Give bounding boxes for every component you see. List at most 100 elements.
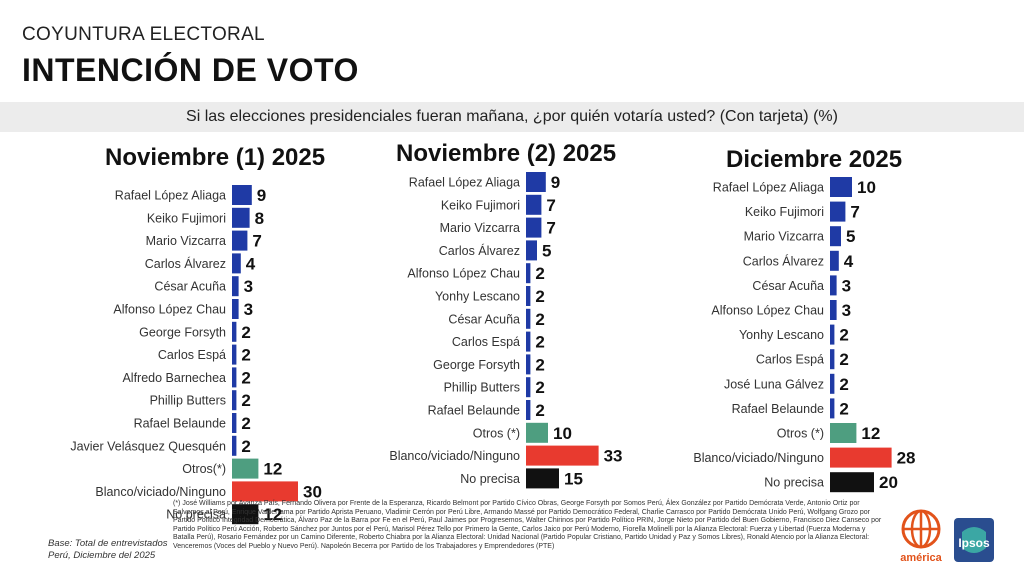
category-label: Blanco/viciado/Ninguno xyxy=(693,451,824,465)
category-label: Otros (*) xyxy=(777,427,824,441)
bar xyxy=(830,226,841,247)
bar xyxy=(526,377,531,398)
category-label: Yonhy Lescano xyxy=(739,328,824,342)
bar xyxy=(232,253,241,274)
chart-title: Noviembre (1) 2025 xyxy=(105,144,326,171)
category-label: Blanco/viciado/Ninguno xyxy=(95,485,226,499)
data-label: 9 xyxy=(551,173,560,192)
bar xyxy=(232,481,298,502)
category-label: Yonhy Lescano xyxy=(435,290,520,304)
base-line-2: Perú, Diciembre del 2025 xyxy=(48,550,156,561)
category-label: Rafael López Aliaga xyxy=(713,181,824,195)
bar xyxy=(830,201,846,222)
data-label: 2 xyxy=(839,399,848,418)
category-label: No precisa xyxy=(460,472,520,486)
category-label: Javier Velásquez Quesquén xyxy=(70,439,226,453)
america-logo: américa xyxy=(900,509,943,564)
data-label: 2 xyxy=(839,326,848,345)
ipsos-logo-text: Ipsos xyxy=(958,536,990,550)
bar xyxy=(526,263,531,284)
category-label: Phillip Butters xyxy=(444,381,520,395)
category-label: Keiko Fujimori xyxy=(745,205,824,219)
category-label: Alfredo Barnechea xyxy=(122,371,226,385)
data-label: 30 xyxy=(303,482,322,501)
data-label: 2 xyxy=(241,414,250,433)
footnote: (*) José Williams por Avanza País, Ferna… xyxy=(173,500,882,550)
data-label: 2 xyxy=(241,368,250,387)
data-label: 33 xyxy=(604,447,623,466)
bar xyxy=(830,250,839,271)
category-label: José Luna Gálvez xyxy=(724,377,824,391)
category-label: Mario Vizcarra xyxy=(440,221,520,235)
category-label: Keiko Fujimori xyxy=(441,198,520,212)
data-label: 10 xyxy=(553,424,572,443)
bar xyxy=(232,367,237,388)
data-label: 2 xyxy=(535,310,544,329)
bar xyxy=(830,398,835,419)
chart-title: Noviembre (2) 2025 xyxy=(396,140,617,167)
base-note: Base: Total de entrevistados Perú, Dicie… xyxy=(48,538,168,562)
data-label: 5 xyxy=(846,227,855,246)
data-label: 10 xyxy=(857,178,876,197)
data-label: 2 xyxy=(535,333,544,352)
data-label: 12 xyxy=(263,505,282,524)
bar xyxy=(526,217,542,238)
data-label: 7 xyxy=(546,219,555,238)
data-label: 28 xyxy=(897,449,916,468)
data-label: 12 xyxy=(861,424,880,443)
category-label: Mario Vizcarra xyxy=(744,230,824,244)
bar xyxy=(232,458,259,479)
data-label: 20 xyxy=(879,473,898,492)
bar-chart-nov2: Rafael López Aliaga 9 Keiko Fujimori 7 Mario… xyxy=(389,172,623,489)
base-line-1: Base: Total de entrevistados xyxy=(48,538,168,549)
data-label: 2 xyxy=(535,401,544,420)
bar xyxy=(526,331,531,352)
data-label: 12 xyxy=(263,460,282,479)
data-label: 2 xyxy=(535,378,544,397)
bar xyxy=(526,194,542,215)
america-logo-text: américa xyxy=(900,552,942,564)
data-label: 2 xyxy=(535,355,544,374)
data-label: 3 xyxy=(842,301,851,320)
data-label: 2 xyxy=(241,391,250,410)
data-label: 2 xyxy=(241,346,250,365)
bar-chart-dic: Rafael López Aliaga 10 Keiko Fujimori 7 Mari… xyxy=(693,177,916,493)
category-label: No precisa xyxy=(764,476,824,490)
bar xyxy=(526,400,531,420)
data-label: 8 xyxy=(255,209,264,228)
category-label: Otros(*) xyxy=(182,462,226,476)
bar xyxy=(232,504,259,525)
chart-title: Diciembre 2025 xyxy=(726,146,903,173)
data-label: 4 xyxy=(844,252,854,271)
data-label: 2 xyxy=(241,323,250,342)
data-label: 2 xyxy=(839,350,848,369)
chart-panel-dic: Diciembre 2025 Rafael López Aliaga 10 Keik… xyxy=(680,140,1010,495)
bar xyxy=(232,390,237,411)
data-label: 2 xyxy=(535,264,544,283)
category-label: Rafael Belaunde xyxy=(134,417,226,431)
bar xyxy=(232,413,237,433)
category-label: Rafael Belaunde xyxy=(428,404,520,418)
bar xyxy=(526,468,559,489)
data-label: 3 xyxy=(842,276,851,295)
category-label: César Acuña xyxy=(154,280,226,294)
category-label: Otros (*) xyxy=(473,426,520,440)
category-label: George Forsyth xyxy=(139,325,226,339)
bar xyxy=(526,240,537,261)
data-label: 2 xyxy=(839,375,848,394)
category-label: Carlos Álvarez xyxy=(145,256,226,271)
data-label: 9 xyxy=(257,186,266,205)
bar xyxy=(830,423,857,443)
bar xyxy=(830,349,835,370)
bar xyxy=(830,324,835,345)
bar xyxy=(232,321,237,342)
bar xyxy=(232,435,237,456)
category-label: Carlos Álvarez xyxy=(439,243,520,258)
bar xyxy=(830,275,837,296)
page-title: INTENCIÓN DE VOTO xyxy=(22,52,359,88)
data-label: 3 xyxy=(244,300,253,319)
question-text: Si las elecciones presidenciales fueran … xyxy=(186,108,838,125)
bar xyxy=(830,447,892,468)
question-bar: Si las elecciones presidenciales fueran … xyxy=(0,102,1024,132)
data-label: 4 xyxy=(246,254,256,273)
